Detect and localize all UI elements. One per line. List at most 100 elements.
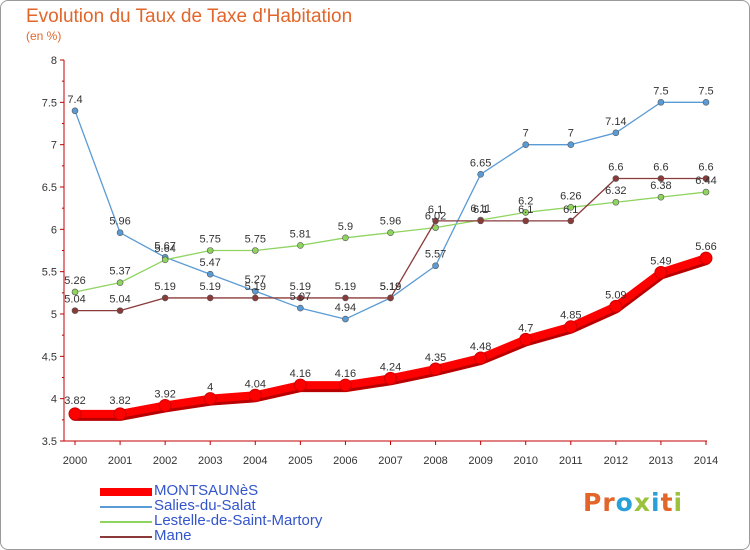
data-point [248,388,262,402]
data-point [68,407,82,421]
data-point [477,217,484,225]
logo-letter: i [673,488,684,517]
data-point [71,307,79,314]
logo-letter: i [651,488,661,517]
data-label: 5.07 [290,291,311,303]
data-point [522,209,530,216]
data-label: 5.19 [154,281,175,293]
data-label: 6.6 [698,162,713,174]
data-label: 4.16 [335,368,356,380]
data-label: 6.6 [653,162,668,174]
data-label: 7.5 [698,85,713,97]
data-point [522,141,530,148]
legend-swatch [100,506,152,508]
data-label: 4.16 [290,368,311,380]
data-label: 6.6 [608,162,623,174]
data-point [612,129,620,137]
legend-swatch [100,488,152,496]
y-tick-label: 7 [51,140,57,152]
data-point [116,229,124,237]
chart-subtitle: (en %) [26,29,62,43]
legend-label: Mane [154,527,192,544]
data-label: 5.75 [200,234,221,246]
y-tick-label: 6.5 [42,182,57,194]
data-point [206,247,214,254]
x-tick-label: 2005 [288,455,312,467]
data-label: 5.19 [245,281,266,293]
data-point [338,378,352,392]
data-label: 6.1 [428,204,443,216]
chart-title: Evolution du Taux de Taxe d'Habitation [26,6,353,27]
legend-item: Salies-du-Salat [100,497,360,515]
y-tick-label: 6 [51,224,57,236]
data-point [206,270,214,278]
data-label: 5.04 [109,294,130,306]
data-label: 5.19 [380,281,401,293]
data-point [432,224,439,231]
data-label: 5.64 [154,243,175,255]
data-label: 4.85 [560,310,581,322]
data-point [702,99,710,106]
data-point [657,175,665,182]
data-point [161,294,169,302]
legend-label: MONTSAUNèS [154,482,259,499]
data-point [567,204,575,211]
data-point [342,294,349,302]
data-label: 5.66 [695,241,716,253]
data-label: 7 [568,128,574,140]
data-point [564,320,578,334]
data-point [71,107,79,115]
data-point [342,315,349,323]
x-tick-label: 2009 [468,455,492,467]
y-tick-label: 5 [51,309,57,321]
data-label: 4.7 [518,322,533,334]
data-point [158,398,172,412]
data-point [387,229,394,237]
data-point [206,294,214,302]
data-point [342,234,349,242]
data-point [702,175,710,182]
data-point [522,217,530,225]
data-label: 5.96 [380,216,401,228]
y-tick-label: 3.5 [42,436,57,448]
data-point [699,251,713,265]
data-label: 3.92 [154,388,175,400]
data-point [477,171,484,178]
legend-label: Lestelle-de-Saint-Martory [154,512,323,529]
data-label: 6.1 [518,204,533,216]
y-tick-label: 5.5 [42,267,57,279]
data-point [612,198,620,206]
data-label: 6.32 [605,185,626,197]
data-label: 3.82 [109,395,130,407]
data-point [657,99,665,106]
data-point [251,294,259,302]
data-point [609,299,623,313]
y-tick-label: 7.5 [42,97,57,109]
x-tick-label: 2006 [333,455,357,467]
data-label: 5.09 [605,289,626,301]
data-label: 3.82 [64,395,85,407]
data-point [297,242,304,249]
x-tick-label: 2014 [694,455,718,467]
logo-letter: t [660,488,674,517]
legend-swatch [100,521,152,523]
data-label: 5.19 [380,281,401,293]
data-point [519,332,533,346]
data-point [654,266,668,280]
data-point [432,217,439,225]
data-label: 6.02 [425,211,446,223]
data-point [251,287,259,295]
legend-item: MONTSAUNèS [100,482,360,500]
data-point [702,188,710,196]
data-point [161,256,169,264]
logo-letter: P [583,488,603,517]
x-tick-label: 2000 [63,455,87,467]
legend-label: Salies-du-Salat [154,497,256,514]
data-label: 4 [207,382,213,394]
data-point [113,407,127,421]
data-label: 7.5 [653,85,668,97]
data-label: 6.65 [470,157,491,169]
data-label: 6.1 [473,204,488,216]
data-label: 5.37 [109,266,130,278]
data-label: 6.38 [650,180,671,192]
